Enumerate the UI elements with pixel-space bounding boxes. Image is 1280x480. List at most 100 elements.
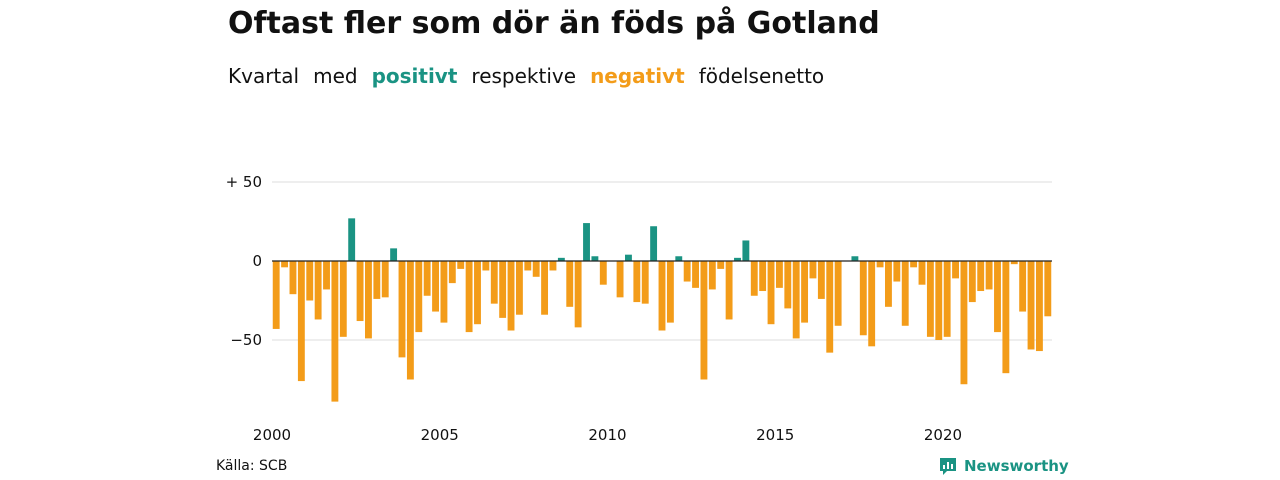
bar (457, 261, 465, 269)
bar (532, 261, 540, 277)
bar (960, 261, 968, 385)
bar (985, 261, 993, 290)
bar (650, 226, 658, 261)
bar (465, 261, 473, 333)
y-tick-label: −50 (230, 331, 262, 349)
y-tick-label: + 50 (226, 173, 262, 191)
bar (675, 256, 683, 261)
bar (742, 240, 750, 261)
subtitle-word: med (313, 64, 358, 88)
bar (994, 261, 1001, 333)
bar (784, 261, 792, 309)
bar (641, 261, 649, 304)
bar (851, 256, 859, 261)
bar (390, 248, 398, 261)
x-tick-label: 2015 (756, 426, 794, 444)
bar (415, 261, 423, 333)
bar (272, 261, 280, 329)
chart-subtitle: Kvartal med positivt respektive negativt föde… (228, 64, 838, 88)
brand-logo: Newsworthy (938, 456, 1069, 476)
newsworthy-chart-icon (940, 458, 956, 475)
chart-title: Oftast fler som dör än föds på Gotland (228, 6, 880, 41)
bar (440, 261, 448, 323)
bar (817, 261, 825, 299)
bar (297, 261, 305, 382)
bar (406, 261, 414, 380)
subtitle-positive-label: positivt (371, 64, 458, 88)
bar (801, 261, 809, 323)
bar (314, 261, 322, 320)
bar (1027, 261, 1035, 350)
bar (574, 261, 582, 328)
x-tick-label: 2000 (253, 426, 291, 444)
bar (633, 261, 641, 303)
bar (918, 261, 926, 285)
bar (717, 261, 725, 269)
bar (666, 261, 674, 323)
brand-name: Newsworthy (964, 457, 1069, 475)
bar (566, 261, 574, 307)
bar (767, 261, 775, 325)
bar (792, 261, 800, 339)
bar (683, 261, 691, 282)
bar (658, 261, 666, 331)
bar (826, 261, 834, 353)
bar (1002, 261, 1010, 374)
bar (1010, 261, 1018, 265)
bar (348, 218, 356, 261)
bar (432, 261, 439, 312)
x-tick-label: 2010 (588, 426, 626, 444)
bar (591, 256, 599, 261)
bar (524, 261, 532, 271)
bar (499, 261, 507, 318)
x-tick-label: 2020 (924, 426, 962, 444)
bar (943, 261, 951, 337)
bar (977, 261, 985, 292)
bar (725, 261, 733, 320)
bar (289, 261, 297, 295)
bar (507, 261, 515, 331)
bar (373, 261, 381, 299)
y-tick-label: 0 (252, 252, 262, 270)
bar (759, 261, 767, 292)
bar (868, 261, 876, 347)
bar (834, 261, 842, 326)
bar (968, 261, 976, 303)
bar (423, 261, 431, 296)
bar (331, 261, 339, 402)
bar (583, 223, 590, 261)
bar (281, 261, 289, 268)
bar (885, 261, 892, 307)
x-tick-label: 2005 (421, 426, 459, 444)
subtitle-negative-label: negativt (590, 64, 685, 88)
bar (557, 257, 565, 261)
bar (809, 261, 817, 279)
bar (398, 261, 406, 358)
bar (599, 261, 607, 285)
bar (490, 261, 498, 304)
bar (482, 261, 490, 271)
bar (734, 257, 741, 261)
bar (381, 261, 389, 298)
bar (365, 261, 372, 339)
bar (692, 261, 699, 288)
subtitle-word: respektive (471, 64, 577, 88)
bar (750, 261, 758, 296)
bar (515, 261, 523, 315)
bar (893, 261, 901, 282)
bar (1019, 261, 1027, 312)
bar (306, 261, 314, 301)
bar (708, 261, 716, 290)
bar (549, 261, 557, 271)
bar (876, 261, 884, 268)
bar (339, 261, 347, 337)
bar (1035, 261, 1043, 352)
bar (910, 261, 918, 268)
bar (356, 261, 364, 322)
bar (474, 261, 481, 325)
bar (935, 261, 943, 340)
subtitle-word: födelsenetto (698, 64, 825, 88)
bar (926, 261, 934, 337)
source-note: Källa: SCB (216, 458, 288, 474)
